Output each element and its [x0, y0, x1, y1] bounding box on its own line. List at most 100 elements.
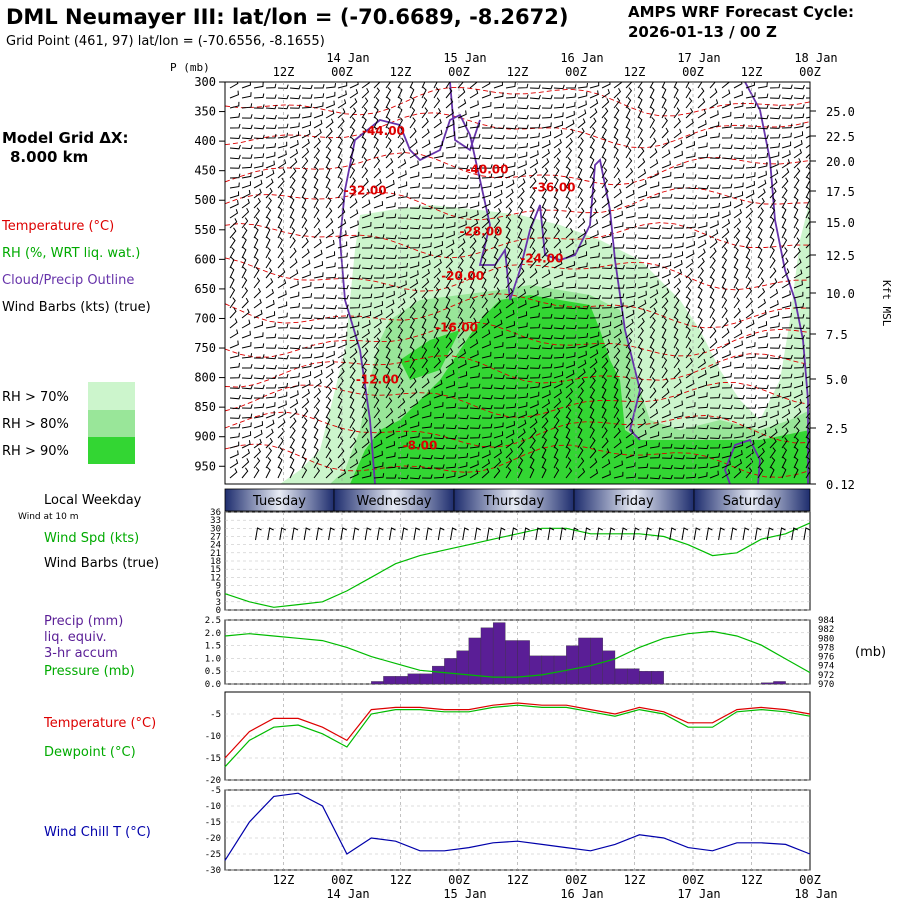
wind-barb [661, 107, 668, 119]
wind-barb [289, 363, 301, 369]
wind-barb [469, 286, 475, 299]
wind-barb [241, 384, 253, 390]
wind-barb [361, 82, 370, 89]
wind-barb [433, 258, 442, 269]
wind-barb [745, 287, 753, 299]
wind-barb [481, 200, 491, 209]
wind-barb [433, 141, 444, 149]
wind-barb [433, 249, 443, 259]
wind-speed-tick-label: 15 [210, 565, 221, 575]
wind-barb [697, 184, 709, 190]
wind-barb [253, 332, 264, 339]
wind-barb [697, 369, 707, 379]
wind-barb [433, 337, 440, 349]
bottom-date-label: 16 Jan [560, 887, 603, 900]
wind-barb [793, 131, 804, 139]
wind-barb [577, 436, 583, 449]
wind-barb [325, 240, 335, 249]
wind-barb [493, 144, 505, 150]
wind-barb [661, 443, 673, 449]
wind-barb [553, 248, 562, 259]
wind-barb [529, 391, 540, 399]
wind-barb [253, 236, 259, 249]
wind-barb [457, 238, 466, 249]
wind-barb [397, 377, 404, 389]
wind-barb [325, 387, 333, 399]
wind-barb [577, 416, 583, 429]
wind-barb [457, 414, 469, 420]
wind-barb [277, 187, 284, 199]
wind-barb [277, 382, 288, 389]
wind-barb [769, 447, 776, 459]
wind-barb [721, 451, 732, 459]
top-hour-label: 00Z [448, 65, 470, 79]
wind-barb [805, 366, 810, 369]
wind-barb [721, 111, 732, 119]
precip-bar [371, 681, 384, 685]
wind-barb [805, 144, 810, 149]
wind-barb [373, 136, 379, 149]
wind-barb [757, 467, 764, 479]
wind-barb [409, 270, 419, 279]
wind-barb [301, 446, 307, 459]
wind-barb-10m [328, 527, 335, 541]
wind-barb [265, 169, 275, 179]
wind-barb [505, 207, 513, 219]
wind-barb [277, 236, 284, 249]
wind-barb [769, 457, 776, 469]
wind-barb [793, 167, 801, 179]
wind-barb [493, 92, 504, 99]
wind-barb [553, 456, 559, 469]
bottom-hour-label: 00Z [799, 873, 821, 887]
wind-barb [457, 470, 467, 479]
wind-barb [637, 158, 646, 169]
wind-barb [697, 463, 709, 469]
wind-barb [445, 337, 453, 349]
wind-barb [229, 173, 241, 179]
wind-barb [613, 107, 620, 119]
wind-barb [529, 177, 537, 189]
wind-barb [577, 304, 589, 310]
wind-barb [769, 151, 780, 159]
wind-barb [373, 462, 384, 469]
wind-barb [373, 439, 383, 449]
wind-barb [385, 106, 391, 119]
wind-barb [589, 99, 599, 109]
wind-barb [481, 82, 491, 89]
wind-barb [373, 234, 385, 239]
wind-barb [733, 208, 743, 219]
wind-barb [397, 244, 409, 250]
wind-barb [445, 369, 455, 379]
wind-barb [397, 336, 403, 349]
wind-barb [445, 424, 457, 430]
wind-barb [313, 102, 324, 109]
wind-barb [494, 364, 505, 369]
wind-barb [445, 230, 455, 239]
wind-barb [745, 384, 757, 390]
wind-barb [313, 249, 323, 259]
wind-barb [241, 394, 253, 400]
wind-barb [637, 317, 645, 329]
wind-barb [757, 364, 769, 370]
wind-barb [409, 297, 417, 309]
wind-barb [757, 93, 769, 99]
wind-barb [649, 366, 655, 379]
wind-barb [673, 259, 683, 269]
temperature-contour-label: -44.00 [362, 124, 405, 138]
wind-barb [481, 459, 491, 469]
wind-barb [289, 456, 295, 469]
wind-barb [337, 322, 348, 329]
wind-barb [649, 137, 657, 149]
wind-barb [469, 122, 480, 129]
wind-barb [709, 99, 719, 109]
wind-barb [397, 474, 409, 480]
wind-barb [553, 314, 565, 320]
wind-barb [481, 164, 493, 169]
wind-barb [769, 267, 777, 279]
wind-barb [349, 459, 359, 469]
wind-barb [493, 103, 505, 109]
wind-barb [733, 144, 745, 150]
bottom-hour-label: 12Z [507, 873, 529, 887]
wind-barb [361, 221, 372, 229]
wind-barb [457, 110, 467, 119]
